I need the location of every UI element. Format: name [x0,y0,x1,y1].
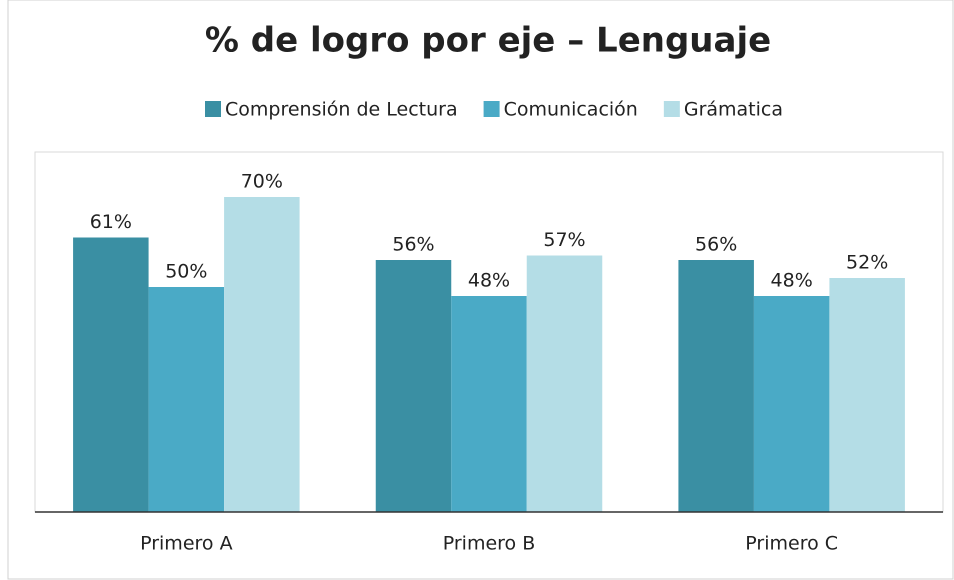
x-tick-label: Primero B [443,533,536,555]
data-label: 61% [90,211,132,233]
legend: Comprensión de Lectura Comunicación Grámat… [205,99,783,121]
bar [148,287,225,512]
data-label: 70% [241,171,283,193]
data-label: 48% [771,270,813,292]
data-label: 50% [165,261,207,283]
data-label: 56% [695,234,737,256]
legend-item: Comunicación [483,99,638,121]
x-tick-label: Primero A [140,533,232,555]
bar [375,260,452,512]
legend-label: Comunicación [504,99,638,121]
data-label: 52% [846,252,888,274]
bar [829,278,905,512]
bar [526,255,603,512]
x-tick-label: Primero C [745,533,838,555]
bar [224,197,300,512]
data-label: 57% [543,229,585,251]
legend-swatch [205,101,221,117]
bar [73,237,149,512]
legend-item: Comprensión de Lectura [205,99,458,121]
legend-swatch [483,101,500,117]
bar [678,260,754,512]
bar [753,296,830,512]
legend-item: Grámatica [663,99,783,121]
chart-title: % de logro por eje – Lenguaje [205,21,771,61]
data-label: 56% [392,234,434,256]
legend-label: Grámatica [684,99,783,121]
legend-label: Comprensión de Lectura [225,99,458,121]
bar [451,296,527,512]
legend-swatch [663,101,680,117]
data-label: 48% [468,270,510,292]
